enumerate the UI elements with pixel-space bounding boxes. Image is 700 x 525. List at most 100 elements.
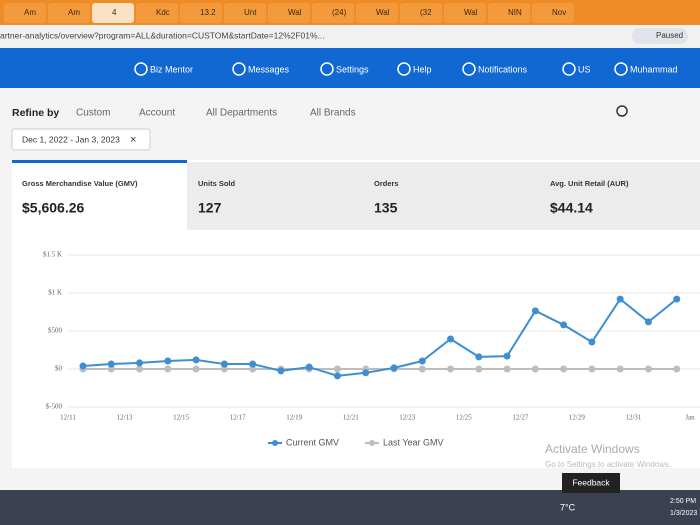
nav-icon[interactable] [562, 62, 576, 76]
tab[interactable] [312, 3, 354, 23]
feedback-button[interactable] [562, 473, 620, 493]
x-tick-label: 12/25 [456, 414, 472, 422]
x-tick-label: 12/23 [399, 414, 415, 422]
nav-icon[interactable] [397, 62, 411, 76]
profile-label: Paused [656, 31, 683, 40]
url[interactable]: artner-analytics/overview?program=ALL&du… [0, 30, 325, 40]
nav-icon[interactable] [134, 62, 148, 76]
feedback-label: Feedback [572, 477, 610, 487]
kpi-inactive-bg [187, 162, 700, 230]
tab-label: Unt [244, 8, 257, 17]
address-bar [0, 25, 700, 48]
nav-item[interactable]: Messages [248, 64, 290, 74]
tab[interactable] [92, 3, 134, 23]
tab-label: Am [24, 8, 36, 17]
nav-item[interactable]: Muhammad [630, 64, 678, 74]
legend-label[interactable]: Last Year GMV [383, 437, 444, 447]
data-point [220, 365, 228, 373]
data-point [277, 367, 285, 375]
data-point [447, 365, 455, 373]
data-point [192, 365, 200, 373]
x-tick-label: 12/31 [625, 414, 641, 422]
tab[interactable] [488, 3, 530, 23]
data-point [418, 365, 426, 373]
data-point [390, 364, 398, 372]
data-point [588, 365, 596, 373]
x-tick-label: 12/21 [343, 414, 359, 422]
data-point [305, 363, 313, 371]
x-tick-label: 12/11 [60, 414, 76, 422]
kpi-value: $5,606.26 [22, 200, 84, 216]
data-point [475, 365, 483, 373]
data-point [220, 360, 228, 368]
tab-label: Wal [376, 8, 390, 17]
kpi-value: $44.14 [550, 200, 593, 216]
kpi-active-bar [12, 160, 187, 163]
tab[interactable] [180, 3, 222, 23]
x-tick-label: 12/17 [230, 414, 246, 422]
data-point [333, 372, 341, 380]
legend-label[interactable]: Current GMV [286, 437, 339, 447]
kpi-value: 135 [374, 200, 398, 216]
y-tick-label: $-500 [46, 403, 63, 411]
data-point [249, 365, 257, 373]
kpi-value: 127 [198, 200, 222, 216]
data-point [560, 321, 568, 329]
taskbar [0, 490, 700, 525]
tab[interactable] [532, 3, 574, 23]
data-point [249, 360, 257, 368]
tab-label: (32 [420, 8, 432, 17]
clock-date: 1/3/2023 [670, 510, 697, 517]
filter[interactable]: Custom [76, 108, 110, 119]
tab[interactable] [444, 3, 486, 23]
x-tick-label: Jan [685, 414, 695, 422]
clear-date[interactable]: × [130, 134, 136, 146]
nav-item[interactable]: Biz Mentor [150, 64, 193, 74]
nav-item[interactable]: Settings [336, 64, 369, 74]
nav-item[interactable]: Notifications [478, 64, 528, 74]
profile-button[interactable] [632, 28, 688, 44]
data-point [531, 365, 539, 373]
data-point [560, 365, 568, 373]
tab[interactable] [268, 3, 310, 23]
tab[interactable] [356, 3, 398, 23]
search-icon[interactable] [616, 105, 628, 117]
tab[interactable] [224, 3, 266, 23]
data-point [616, 295, 624, 303]
data-point [164, 357, 172, 365]
watermark: Activate Windows [545, 442, 640, 456]
kpi-label: Gross Merchandise Value (GMV) [22, 179, 138, 188]
filter[interactable]: Account [139, 108, 175, 119]
data-point [531, 307, 539, 315]
data-point [136, 359, 144, 367]
tab-label: 4 [112, 8, 117, 17]
tab[interactable] [400, 3, 442, 23]
nav-icon[interactable] [320, 62, 334, 76]
date-range: Dec 1, 2022 - Jan 3, 2023 [22, 134, 120, 144]
filter[interactable]: All Brands [310, 108, 356, 119]
nav-icon[interactable] [232, 62, 246, 76]
data-point [447, 335, 455, 343]
data-point [79, 362, 87, 370]
tab[interactable] [48, 3, 90, 23]
y-tick-label: $1.5 K [43, 251, 62, 259]
tab-label: Nov [552, 8, 566, 17]
data-point [673, 295, 681, 303]
data-point [164, 365, 172, 373]
x-tick-label: 12/29 [569, 414, 585, 422]
refine-label: Refine by [12, 107, 59, 119]
nav-icon[interactable] [614, 62, 628, 76]
nav-item[interactable]: Help [413, 64, 432, 74]
y-tick-label: $1 K [48, 289, 62, 297]
filter[interactable]: All Departments [206, 108, 277, 119]
x-tick-label: 12/15 [173, 414, 189, 422]
x-tick-label: 12/19 [286, 414, 302, 422]
tab-label: Wal [464, 8, 478, 17]
data-point [107, 365, 115, 373]
date-chip[interactable] [11, 128, 151, 151]
tab[interactable] [136, 3, 178, 23]
nav-icon[interactable] [462, 62, 476, 76]
tab-label: Am [68, 8, 80, 17]
tab[interactable] [4, 3, 46, 23]
nav-item[interactable]: US [578, 64, 591, 74]
